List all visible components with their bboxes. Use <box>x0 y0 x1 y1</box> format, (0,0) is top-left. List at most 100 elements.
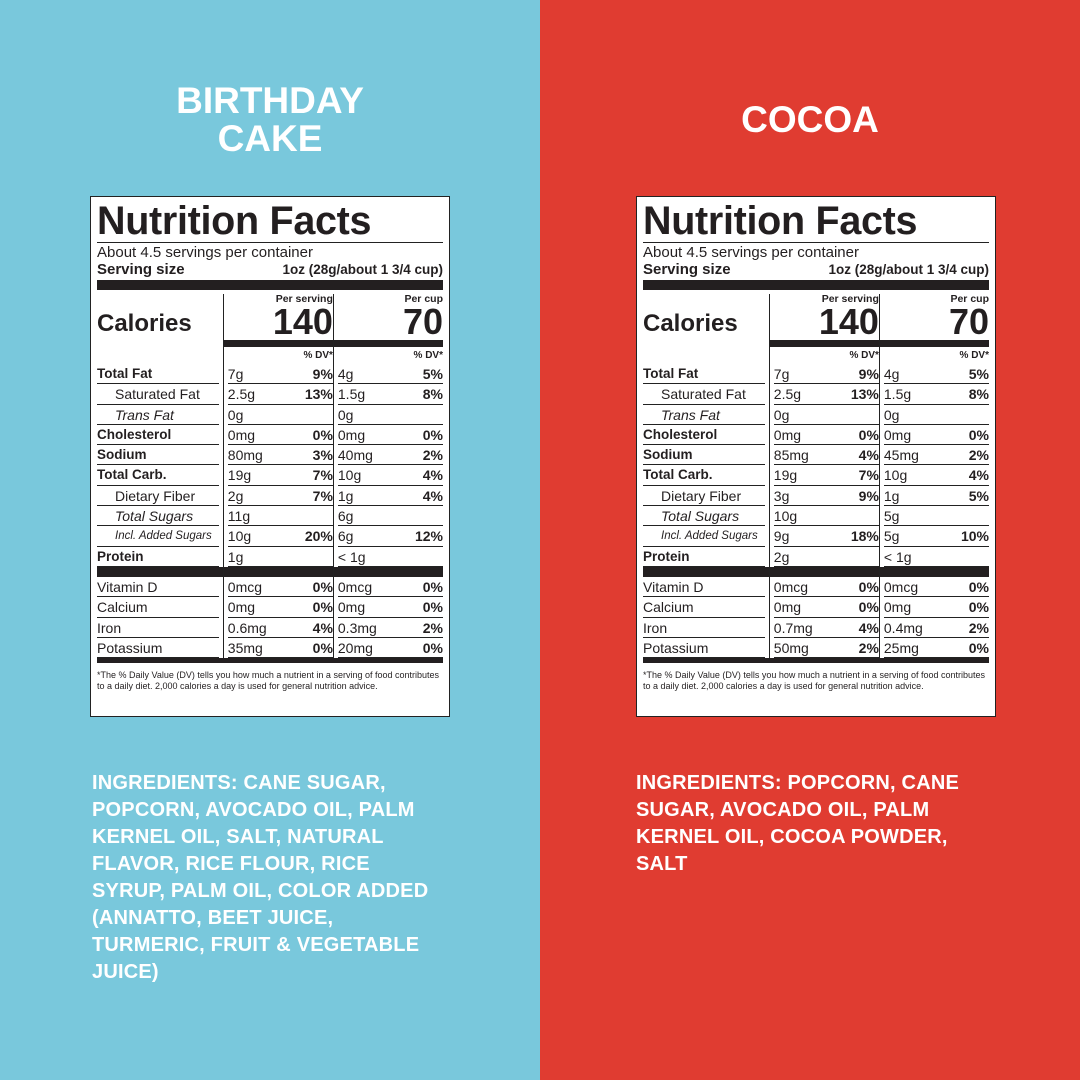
amount: 9g <box>773 528 790 545</box>
ingredients-label: INGREDIENTS: <box>636 772 782 794</box>
nutrient-name: Protein <box>97 548 144 564</box>
bar-part <box>332 340 443 347</box>
value-inner: 2g 7% <box>227 486 333 507</box>
footnote: *The % Daily Value (DV) tells you how mu… <box>643 670 985 691</box>
daily-value: 20% <box>304 528 333 545</box>
daily-value: 8% <box>968 386 989 403</box>
name-inner: Vitamin D <box>643 577 765 598</box>
amount: 10g <box>227 528 252 545</box>
amount: 80mg <box>227 447 263 464</box>
nutrient-name: Iron <box>97 619 122 636</box>
nutrient-row: Protein 2g < 1g <box>643 546 989 567</box>
value-inner: 19g 7% <box>227 465 333 486</box>
name-cell: Total Sugars <box>643 506 769 527</box>
nutrient-row: Total Fat 7g 9% 4g 5% <box>97 364 443 385</box>
name-inner: Dietary Fiber <box>97 486 219 507</box>
value-inner: 40mg 2% <box>337 445 443 466</box>
name-inner: Calcium <box>97 597 219 618</box>
value-cell: 10g 4% <box>878 465 989 486</box>
bar <box>97 658 443 664</box>
dv-cell: % DV* <box>878 347 989 364</box>
bar-part <box>768 566 879 577</box>
name-inner: Potassium <box>97 638 219 659</box>
nutrient-name: Iron <box>643 619 668 636</box>
value-inner: 0mcg 0% <box>883 577 989 598</box>
ingredients-text: POPCORN, CANE SUGAR, AVOCADO OIL, PALM K… <box>636 772 960 875</box>
amount: 0mg <box>337 426 366 443</box>
value-inner: 3g 9% <box>773 486 879 507</box>
value-cell: < 1g <box>878 546 989 567</box>
serving-size-label: Serving size <box>643 261 731 278</box>
name-cell: Protein <box>643 547 769 567</box>
dv-header: % DV* <box>303 350 333 361</box>
nutrient-row: Protein 1g < 1g <box>97 546 443 567</box>
amount: 11g <box>227 508 251 525</box>
value-cell: 80mg 3% <box>222 445 333 466</box>
value-inner: 0g <box>337 405 443 425</box>
daily-value: 4% <box>422 487 443 504</box>
name-cell: Calcium <box>643 597 769 618</box>
ingredients-text: CANE SUGAR, POPCORN, AVOCADO OIL, PALM K… <box>92 772 429 983</box>
value-cell: 0.4mg 2% <box>878 617 989 638</box>
name-cell: Incl. Added Sugars <box>97 526 223 547</box>
amount: 0mg <box>337 599 366 616</box>
daily-value: 2% <box>968 619 989 636</box>
ingredients-label: INGREDIENTS: <box>92 772 238 794</box>
amount: 2.5g <box>773 386 802 403</box>
value-cell: 85mg 4% <box>768 445 879 466</box>
value-cell: 1.5g 8% <box>332 384 443 405</box>
value-inner: 4g 5% <box>883 364 989 385</box>
column-header: Per serving <box>275 293 333 305</box>
value-cell: 19g 7% <box>222 465 333 486</box>
value-cell: 0mg 0% <box>222 424 333 446</box>
amount: 5g <box>883 528 900 545</box>
name-inner: Total Fat <box>97 364 219 385</box>
amount: 19g <box>773 467 798 484</box>
dv-cell: % DV* <box>222 347 333 364</box>
spacer <box>643 347 769 364</box>
value-inner: 10g 20% <box>227 526 333 547</box>
amount: 0mg <box>227 599 256 616</box>
calories-row: Calories Per serving 140 Per cup 70 <box>97 294 443 340</box>
name-inner: Sodium <box>97 445 219 466</box>
name-inner: Cholesterol <box>643 425 765 446</box>
value-inner: 0.6mg 4% <box>227 618 333 638</box>
amount: 0g <box>227 406 244 423</box>
name-cell: Cholesterol <box>97 425 223 446</box>
bar <box>97 280 443 290</box>
panel-title-box: BIRTHDAY CAKE <box>130 70 410 170</box>
name-inner: Iron <box>643 618 765 638</box>
value-cell: 11g <box>222 506 333 527</box>
amount: 0.4mg <box>883 619 923 636</box>
value-cell: 0.3mg 2% <box>332 617 443 638</box>
value-inner: 25mg 0% <box>883 638 989 659</box>
daily-value: 9% <box>858 366 879 382</box>
nutrient-row: Cholesterol 0mg 0% 0mg 0% <box>643 424 989 446</box>
value-cell: 0mg 0% <box>878 424 989 446</box>
value-inner: 0mcg 0% <box>227 577 333 598</box>
value-cell: 0mg 0% <box>768 424 879 446</box>
label-title: Nutrition Facts <box>643 200 989 243</box>
daily-value: 4% <box>858 447 879 464</box>
name-cell: Total Carb. <box>643 465 769 486</box>
name-cell: Total Carb. <box>97 465 223 486</box>
daily-value: 9% <box>858 487 879 504</box>
value-inner: 0g <box>773 405 879 425</box>
amount: 4g <box>883 366 900 382</box>
daily-value: 0% <box>968 639 989 656</box>
nutrient-row: Iron 0.7mg 4% 0.4mg 2% <box>643 617 989 638</box>
amount: 10g <box>883 467 908 484</box>
nutrient-row: Dietary Fiber 3g 9% 1g 5% <box>643 485 989 507</box>
value-inner: 0mg 0% <box>227 597 333 618</box>
serving-size-label: Serving size <box>97 261 185 278</box>
name-cell: Saturated Fat <box>97 384 223 405</box>
value-inner: 7g 9% <box>227 364 333 385</box>
name-cell: Cholesterol <box>643 425 769 446</box>
column-header: Per cup <box>950 293 989 305</box>
name-cell: Vitamin D <box>643 577 769 598</box>
amount: 5g <box>883 508 900 525</box>
daily-value: 18% <box>850 528 879 545</box>
value-inner: 6g <box>337 506 443 527</box>
daily-value: 7% <box>312 487 333 504</box>
amount: 2g <box>773 548 790 565</box>
